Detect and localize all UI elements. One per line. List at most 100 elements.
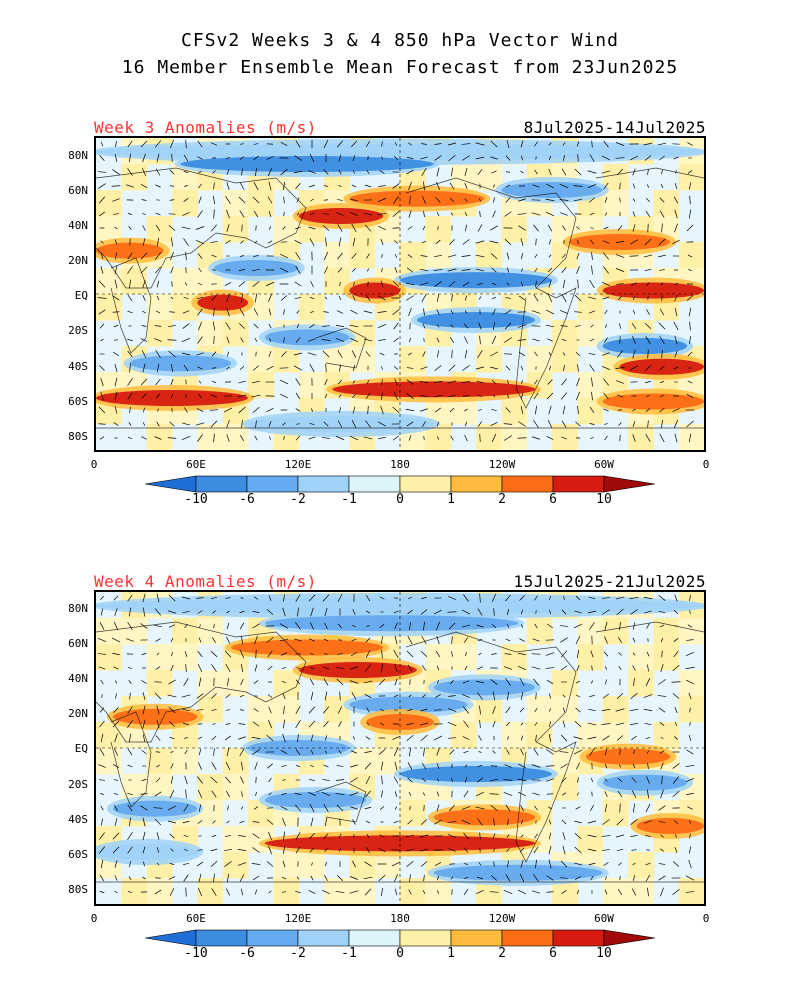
wind-vector: [127, 437, 133, 439]
wind-vector: [167, 805, 177, 811]
wind-vector: [323, 185, 329, 187]
wind-vector: [365, 294, 371, 302]
anomaly-cell: [273, 696, 300, 723]
anomaly-cell: [450, 644, 477, 671]
wind-vector: [99, 890, 105, 894]
wind-vector: [394, 254, 398, 258]
wind-vector: [518, 198, 526, 202]
wind-vector: [142, 846, 146, 854]
wind-vector: [394, 663, 398, 673]
wind-vector: [324, 266, 328, 274]
wind-vector: [337, 420, 343, 428]
wind-vector: [535, 156, 537, 160]
wind-vector: [436, 665, 440, 671]
wind-vector: [266, 156, 274, 160]
wind-vector: [196, 861, 204, 867]
wind-vector: [449, 749, 455, 755]
wind-vector: [590, 680, 594, 684]
wind-vector: [142, 212, 146, 216]
wind-vector: [489, 240, 499, 244]
wind-vector: [658, 821, 666, 823]
wind-vector: [156, 593, 160, 603]
wind-vector: [630, 155, 638, 161]
wind-vector: [322, 213, 330, 215]
wind-vector: [307, 352, 317, 356]
wind-vector: [420, 650, 428, 658]
wind-vector: [408, 210, 412, 218]
wind-vector: [602, 352, 610, 356]
wind-vector: [577, 279, 579, 289]
wind-vector: [450, 212, 454, 216]
wind-vector: [658, 322, 666, 330]
wind-vector: [113, 324, 119, 328]
wind-vector: [462, 155, 470, 161]
wind-vector: [126, 638, 134, 642]
wind-vector: [645, 198, 651, 202]
wind-vector: [490, 156, 498, 160]
wind-vector: [492, 750, 496, 754]
wind-vector: [688, 307, 692, 317]
wind-vector: [170, 848, 174, 852]
wind-vector: [477, 349, 483, 359]
wind-vector: [154, 625, 162, 627]
wind-vector: [224, 835, 232, 837]
wind-vector: [419, 834, 429, 838]
wind-vector: [546, 436, 554, 440]
wind-vector: [531, 436, 541, 440]
wind-vector: [294, 281, 302, 287]
wind-vector: [197, 253, 203, 259]
wind-vector: [237, 394, 247, 398]
wind-vector: [379, 596, 385, 600]
wind-vector: [562, 694, 566, 698]
wind-vector: [353, 282, 355, 286]
wind-vector: [366, 594, 370, 602]
wind-vector: [534, 351, 538, 357]
wind-vector: [617, 889, 623, 895]
wind-vector: [615, 367, 625, 369]
wind-vector: [168, 610, 176, 614]
wind-vector: [211, 636, 217, 644]
wind-vector: [464, 349, 468, 359]
colorbar-label: -1: [341, 492, 357, 507]
wind-vector: [280, 652, 288, 656]
wind-vector: [617, 295, 623, 301]
wind-vector: [463, 720, 469, 728]
wind-vector: [324, 735, 328, 741]
wind-vector: [434, 862, 442, 866]
wind-vector: [576, 664, 580, 672]
wind-vector: [647, 664, 649, 672]
wind-vector: [296, 197, 300, 203]
wind-vector: [587, 834, 597, 838]
wind-vector: [168, 679, 176, 685]
wind-vector: [350, 309, 358, 315]
wind-vector: [113, 595, 119, 601]
wind-vector: [575, 806, 581, 810]
wind-vector: [631, 790, 637, 798]
wind-vector: [689, 595, 691, 601]
wind-vector: [464, 764, 468, 768]
wind-vector: [503, 666, 513, 670]
wind-vector: [322, 225, 330, 231]
wind-vector: [251, 380, 261, 384]
wind-vector: [520, 804, 524, 812]
wind-vector: [492, 210, 496, 218]
wind-vector: [604, 748, 608, 756]
wind-vector: [660, 834, 664, 838]
wind-vector: [461, 609, 471, 615]
wind-vector: [169, 833, 175, 839]
colorbar-label: -6: [239, 946, 255, 961]
wind-vector: [475, 806, 485, 810]
wind-vector: [477, 764, 483, 768]
wind-vector: [506, 252, 510, 260]
wind-vector: [155, 224, 161, 232]
wind-vector: [463, 750, 469, 754]
wind-vector: [195, 226, 205, 230]
wind-vector: [451, 777, 453, 783]
wind-vector: [478, 751, 482, 753]
wind-vector: [534, 169, 538, 175]
wind-vector: [647, 887, 649, 897]
wind-vector: [447, 821, 457, 823]
wind-vector: [394, 267, 398, 273]
anomaly-cell: [602, 696, 629, 723]
wind-vector: [310, 749, 314, 755]
